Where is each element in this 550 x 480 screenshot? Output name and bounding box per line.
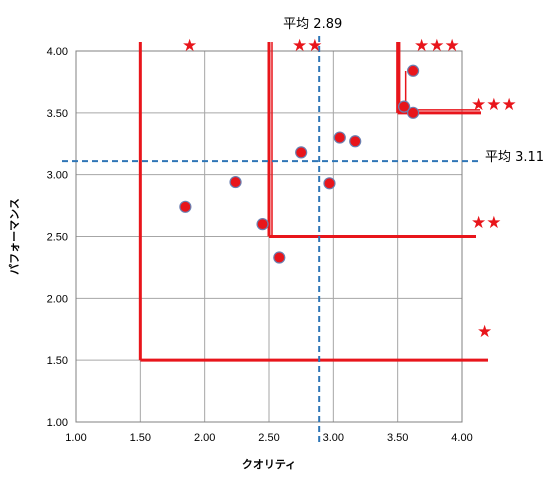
mean-lines xyxy=(62,36,482,446)
top-star-rank-3: ★★★ xyxy=(414,36,460,56)
y-tick-label: 3.50 xyxy=(47,108,68,120)
data-point xyxy=(179,200,192,213)
x-tick-label: 3.00 xyxy=(323,432,344,444)
right-star-rank-3: ★★★ xyxy=(471,95,517,115)
right-star-rank-1: ★ xyxy=(477,322,492,342)
y-axis-tick-labels: 1.00 1.50 2.00 2.50 3.00 3.50 4.00 xyxy=(47,46,68,429)
x-axis-tick-labels: 1.00 1.50 2.00 2.50 3.00 3.50 4.00 xyxy=(65,432,472,444)
x-mean-label: 平均 2.89 xyxy=(283,17,342,32)
y-tick-label: 1.50 xyxy=(47,355,68,367)
x-tick-label: 4.00 xyxy=(451,432,472,444)
threshold-line-inner xyxy=(404,71,480,111)
y-tick-label: 1.00 xyxy=(47,417,68,429)
data-point xyxy=(273,251,286,264)
y-tick-label: 2.50 xyxy=(47,232,68,244)
data-point xyxy=(398,100,411,113)
data-point xyxy=(256,218,269,231)
data-point xyxy=(333,131,346,144)
top-star-rank-2: ★★ xyxy=(292,36,322,56)
y-tick-label: 3.00 xyxy=(47,170,68,182)
x-tick-label: 1.00 xyxy=(65,432,86,444)
data-point xyxy=(349,135,362,148)
y-tick-label: 2.00 xyxy=(47,293,68,305)
y-tick-label: 4.00 xyxy=(47,46,68,58)
data-point xyxy=(229,175,242,189)
top-star-rank-1: ★ xyxy=(182,36,197,56)
x-tick-label: 1.50 xyxy=(130,432,151,444)
data-point xyxy=(295,146,308,159)
data-point xyxy=(407,64,420,77)
data-points xyxy=(179,64,420,264)
data-point xyxy=(407,106,420,119)
rating-threshold-lines xyxy=(138,42,488,362)
right-star-rank-2: ★★ xyxy=(471,213,501,233)
y-axis-title: パフォーマンス xyxy=(8,198,21,275)
data-point xyxy=(323,177,336,190)
x-tick-label: 2.50 xyxy=(258,432,279,444)
x-tick-label: 2.00 xyxy=(194,432,215,444)
x-tick-label: 3.50 xyxy=(387,432,408,444)
x-axis-title: クオリティ xyxy=(242,458,296,471)
y-mean-label: 平均 3.11 xyxy=(485,150,544,165)
